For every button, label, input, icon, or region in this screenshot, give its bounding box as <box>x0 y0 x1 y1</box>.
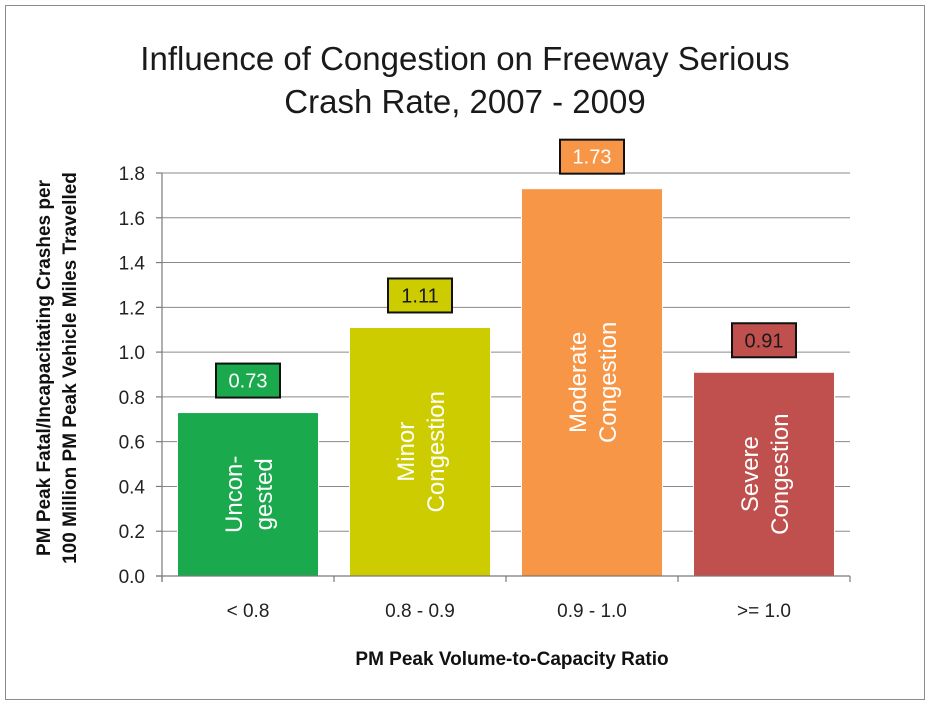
y-tick-label: 0.4 <box>119 477 146 498</box>
y-axis-title-line-1: PM Peak Fatal/Incapacitating Crashes per <box>34 179 55 556</box>
y-tick-label: 0.0 <box>119 567 145 588</box>
x-tick-labels: < 0.8 0.8 - 0.9 0.9 - 1.0 >= 1.0 <box>227 601 791 622</box>
y-tick-label: 1.4 <box>119 254 146 275</box>
bar-3 <box>520 188 664 577</box>
data-labels: 0.73 1.11 1.73 0.91 <box>215 138 797 399</box>
y-tick-label: 0.8 <box>119 388 145 409</box>
x-tick-label: >= 1.0 <box>737 601 791 622</box>
bar-inner-label: Uncon-gested <box>221 456 278 533</box>
bar-1 <box>176 412 320 577</box>
bar-inner-label-line: gested <box>251 458 278 530</box>
bar-inner-label-line: Uncon- <box>221 456 248 533</box>
y-tick-label: 1.2 <box>119 298 145 319</box>
data-label-box <box>559 138 625 175</box>
y-tick-label: 1.0 <box>119 343 145 364</box>
bar-inner-label-line: Severe <box>737 436 764 512</box>
y-axis-title-line-2: 100 Million PM Peak Vehicle Miles Travel… <box>60 172 81 564</box>
x-tick-label: 0.9 - 1.0 <box>557 601 627 622</box>
data-label-box <box>731 322 797 359</box>
bar-inner-label: Moderate Congestion <box>565 322 622 443</box>
y-tick-labels: 0.0 0.2 0.4 0.6 0.8 1.0 1.2 1.4 1.6 1.8 <box>119 164 146 588</box>
bar-inner-label: Minor Congestion <box>393 391 450 512</box>
bar-inner-label-line: Congestion <box>767 413 794 534</box>
y-axis-title: PM Peak Fatal/Incapacitating Crashes per… <box>34 172 81 564</box>
data-label: 0.91 <box>745 330 784 352</box>
bar-inner-label-line: Congestion <box>595 322 622 443</box>
y-tick-label: 1.8 <box>119 164 145 185</box>
data-label: 0.73 <box>229 371 268 393</box>
x-axis-title: PM Peak Volume-to-Capacity Ratio <box>355 649 668 670</box>
data-label-box <box>387 277 453 314</box>
chart-title: Influence of Congestion on Freeway Serio… <box>140 40 789 120</box>
x-tick-label: < 0.8 <box>227 601 270 622</box>
y-tick-label: 0.6 <box>119 433 145 454</box>
bar-2 <box>348 326 492 577</box>
data-label: 1.11 <box>401 285 438 307</box>
bar-inner-label-line: Congestion <box>423 391 450 512</box>
data-label: 1.73 <box>573 147 612 169</box>
axes <box>156 172 851 582</box>
data-label-box <box>215 362 281 399</box>
chart-title-line-1: Influence of Congestion on Freeway Serio… <box>140 40 789 77</box>
bar-inner-label-line: Minor <box>393 422 420 482</box>
y-tick-label: 0.2 <box>119 522 145 543</box>
chart-title-line-2: Crash Rate, 2007 - 2009 <box>284 83 645 120</box>
y-tick-label: 1.6 <box>119 209 145 230</box>
x-tick-label: 0.8 - 0.9 <box>385 601 455 622</box>
bar-inner-label: Severe Congestion <box>737 413 794 534</box>
bar-4 <box>692 371 836 577</box>
bar-inner-label-line: Moderate <box>565 332 592 433</box>
